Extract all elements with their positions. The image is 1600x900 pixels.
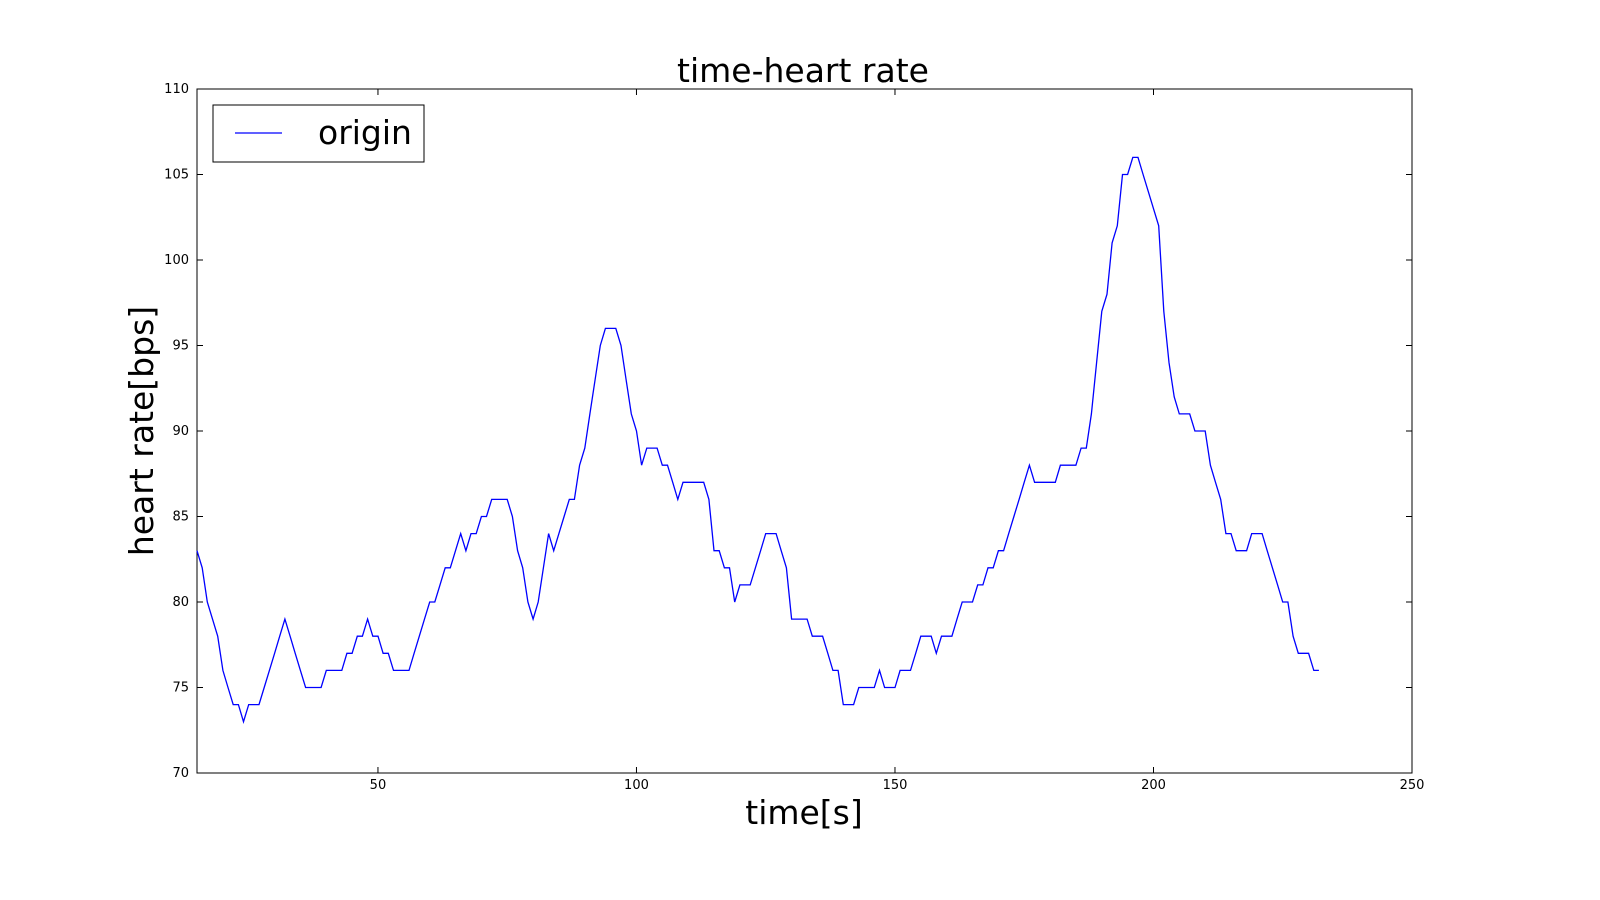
- y-tick-label: 80: [172, 595, 189, 610]
- y-tick-label: 95: [172, 339, 189, 354]
- y-tick-label: 100: [164, 253, 189, 268]
- y-tick-label: 70: [172, 766, 189, 781]
- y-tick-label: 75: [172, 681, 189, 696]
- x-tick-label: 200: [1141, 778, 1166, 793]
- x-tick-label: 250: [1400, 778, 1425, 793]
- legend-label-origin: origin: [318, 113, 412, 152]
- plot-area: [196, 88, 1413, 774]
- y-tick-label: 85: [172, 510, 189, 525]
- y-axis-label: heart rate[bps]: [122, 306, 161, 556]
- series-lines: [196, 156, 1319, 724]
- x-tick-label: 150: [883, 778, 908, 793]
- axis-ticks: 50 100 150 200 250 70 75 80 85 90 95 100 105 110: [164, 82, 1424, 793]
- x-tick-label: 50: [370, 778, 387, 793]
- chart-title: time-heart rate: [677, 51, 929, 90]
- y-tick-label: 105: [164, 168, 189, 183]
- x-tick-label: 100: [624, 778, 649, 793]
- y-tick-label: 90: [172, 424, 189, 439]
- y-tick-label: 110: [164, 82, 189, 97]
- legend: origin: [212, 104, 425, 163]
- series-line-origin: [196, 156, 1319, 724]
- x-axis-label: time[s]: [745, 793, 863, 832]
